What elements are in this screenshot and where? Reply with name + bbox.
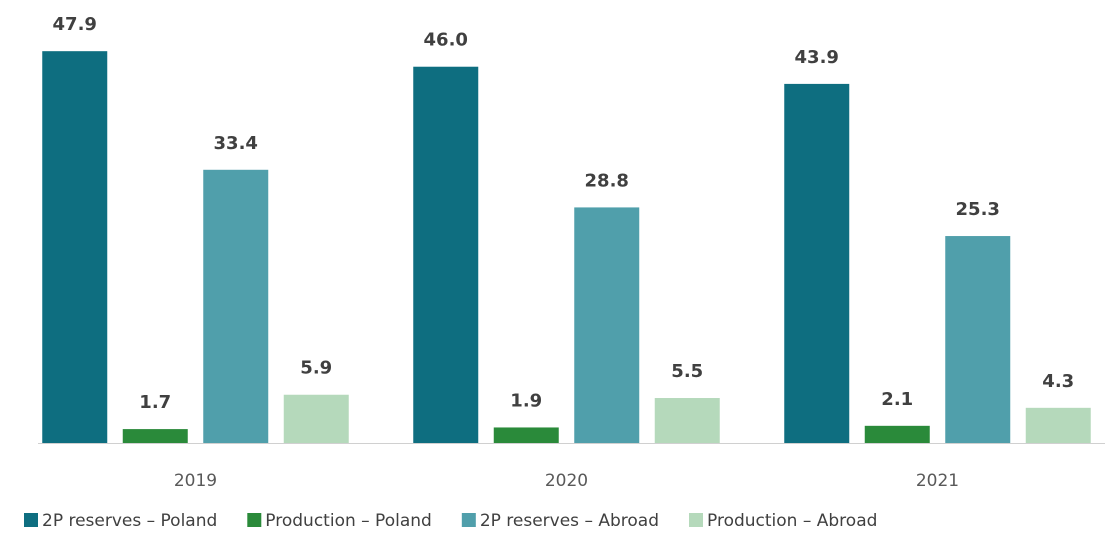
x-tick-label: 2019 <box>174 471 217 491</box>
legend-swatch <box>689 513 703 527</box>
bar <box>784 83 850 443</box>
x-tick-label: 2021 <box>916 471 959 491</box>
legend-swatch <box>247 513 262 527</box>
data-label: 33.4 <box>214 133 258 154</box>
bar <box>945 236 1011 443</box>
data-label: 43.9 <box>795 47 839 68</box>
data-label: 1.9 <box>510 390 542 411</box>
data-label: 28.8 <box>585 170 629 191</box>
data-label: 1.7 <box>139 392 171 413</box>
bar <box>654 398 720 443</box>
bar <box>574 207 640 443</box>
data-label: 25.3 <box>956 199 1000 220</box>
bar <box>493 427 559 443</box>
data-label: 46.0 <box>424 30 468 51</box>
data-label: 5.5 <box>671 361 703 382</box>
bar <box>283 394 349 443</box>
x-tick-label: 2020 <box>545 471 588 491</box>
bar <box>203 169 269 443</box>
legend-label: Production – Abroad <box>707 511 877 531</box>
data-label: 5.9 <box>300 358 332 379</box>
legend-swatch <box>24 513 38 527</box>
bar <box>1025 407 1091 443</box>
bar <box>42 51 108 443</box>
legend-label: 2P reserves – Abroad <box>480 511 659 531</box>
legend-label: 2P reserves – Poland <box>42 511 217 531</box>
data-label: 47.9 <box>53 14 97 35</box>
bar <box>413 66 479 443</box>
bar <box>122 429 188 443</box>
data-label: 4.3 <box>1042 371 1074 392</box>
bar <box>864 425 930 443</box>
legend-label: Production – Poland <box>265 511 432 531</box>
legend-swatch <box>461 513 476 527</box>
data-label: 2.1 <box>881 389 913 410</box>
